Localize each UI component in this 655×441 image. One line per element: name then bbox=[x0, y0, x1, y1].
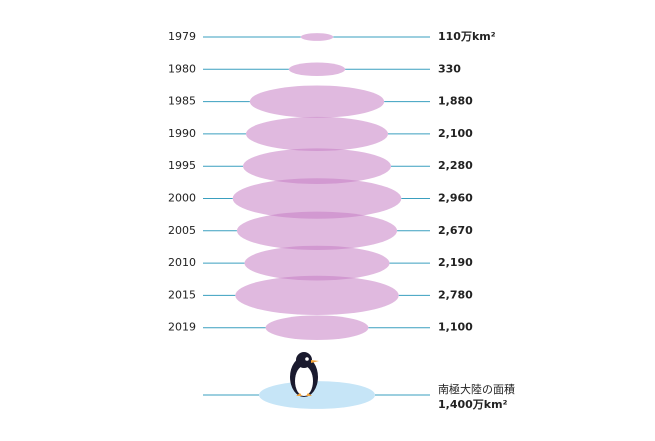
value-label: 2,100 bbox=[438, 127, 473, 140]
area-ellipse bbox=[242, 148, 392, 184]
area-ellipse bbox=[288, 62, 346, 77]
year-label: 1995 bbox=[168, 159, 196, 172]
area-ellipse bbox=[244, 245, 390, 281]
value-label: 110万km² bbox=[438, 30, 496, 43]
area-ellipse bbox=[300, 33, 334, 41]
reference-value-label: 1,400万km² bbox=[438, 398, 508, 411]
area-ellipse bbox=[236, 211, 398, 251]
value-label: 2,960 bbox=[438, 192, 473, 205]
value-label: 2,280 bbox=[438, 159, 473, 172]
reference-label: 南極大陸の面積 bbox=[438, 382, 515, 396]
area-ellipse bbox=[245, 116, 389, 151]
area-ellipse bbox=[235, 275, 399, 316]
area-ellipse bbox=[259, 381, 375, 409]
area-ellipse bbox=[249, 85, 385, 118]
year-label: 1979 bbox=[168, 30, 196, 43]
year-label: 2000 bbox=[168, 192, 196, 205]
year-label: 2005 bbox=[168, 224, 196, 237]
area-ellipse bbox=[265, 315, 369, 341]
value-label: 2,190 bbox=[438, 256, 473, 269]
year-label: 2010 bbox=[168, 256, 196, 269]
value-label: 1,100 bbox=[438, 321, 473, 334]
year-label: 2019 bbox=[168, 321, 196, 334]
value-label: 1,880 bbox=[438, 95, 473, 108]
year-label: 1980 bbox=[168, 62, 196, 75]
year-label: 1990 bbox=[168, 127, 196, 140]
value-label: 2,670 bbox=[438, 224, 473, 237]
value-label: 2,780 bbox=[438, 288, 473, 301]
value-label: 330 bbox=[438, 62, 461, 75]
penguin bbox=[290, 352, 319, 397]
year-label: 1985 bbox=[168, 95, 196, 108]
area-ellipse bbox=[232, 178, 402, 219]
year-label: 2015 bbox=[168, 288, 196, 301]
